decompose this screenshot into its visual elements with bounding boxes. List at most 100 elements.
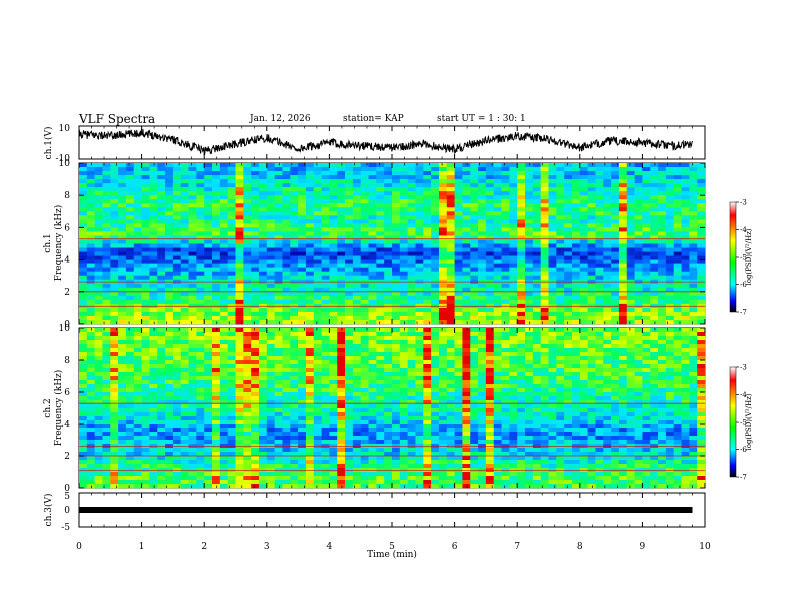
spectrogram-cell bbox=[618, 340, 628, 345]
spectrogram-cell bbox=[196, 311, 205, 317]
spectrogram-cell bbox=[94, 263, 103, 268]
spectrogram-cell bbox=[196, 356, 205, 361]
spectrogram-cell bbox=[376, 167, 385, 172]
spectrogram-cell bbox=[611, 223, 620, 228]
spectrogram-cell bbox=[149, 392, 158, 397]
spectrogram-cell bbox=[579, 187, 588, 192]
spectrogram-cell bbox=[532, 372, 541, 377]
spectrogram-cell bbox=[697, 360, 706, 365]
spectrogram-cell bbox=[376, 211, 385, 216]
spectrogram-cell bbox=[689, 348, 698, 353]
spectrogram-cell bbox=[548, 239, 557, 244]
spectrogram-cell bbox=[626, 195, 635, 200]
spectrogram-cell bbox=[118, 163, 127, 168]
spectrogram-cell bbox=[697, 283, 706, 289]
spectrogram-cell bbox=[376, 219, 385, 224]
spectrogram-cell bbox=[611, 332, 620, 337]
spectrogram-cell bbox=[196, 175, 205, 180]
spectrogram-cell bbox=[446, 271, 455, 277]
spectrogram-cell bbox=[172, 287, 182, 293]
spectrogram-cell bbox=[697, 295, 706, 301]
spectrogram-cell bbox=[407, 412, 416, 417]
spectrogram-cell bbox=[431, 328, 440, 333]
spectrogram-cell bbox=[665, 400, 675, 405]
spectrogram-cell bbox=[290, 356, 299, 361]
spectrogram-cell bbox=[243, 231, 252, 236]
spectrogram-cell bbox=[532, 396, 541, 401]
spectrogram-cell bbox=[501, 340, 510, 345]
spectrogram-cell bbox=[165, 183, 174, 188]
spectrogram-cell bbox=[298, 227, 307, 232]
spectrogram-cell bbox=[650, 396, 659, 401]
spectrogram-cell bbox=[658, 243, 667, 248]
spectrogram-cell bbox=[172, 211, 182, 216]
spectrogram-cell bbox=[368, 187, 377, 192]
spectrogram-cell bbox=[384, 219, 393, 224]
spectrogram-cell bbox=[446, 175, 455, 180]
spectrogram-cell bbox=[243, 404, 252, 409]
spectrogram-cell bbox=[290, 199, 299, 204]
spectrogram-cell bbox=[337, 380, 346, 385]
spectrogram-cell bbox=[532, 287, 541, 293]
spectrogram-cell bbox=[219, 287, 228, 293]
spectrogram-cell bbox=[141, 203, 150, 208]
spectrogram-cell bbox=[587, 259, 596, 264]
spectrogram-cell bbox=[485, 340, 495, 345]
spectrogram-cell bbox=[462, 332, 471, 337]
spectrogram-cell bbox=[282, 179, 291, 184]
spectrogram-cell bbox=[438, 360, 448, 365]
spectrogram-cell bbox=[258, 199, 268, 204]
spectrogram-cell bbox=[360, 328, 369, 333]
spectrogram-cell bbox=[165, 179, 174, 184]
spectrogram-cell bbox=[266, 408, 275, 413]
spectrogram-cell bbox=[384, 247, 393, 252]
spectrogram-cell bbox=[673, 368, 682, 373]
spectrogram-cell bbox=[329, 215, 338, 220]
spectrogram-cell bbox=[642, 235, 651, 240]
spectrogram-cell bbox=[454, 195, 463, 200]
spectrogram-cell bbox=[665, 163, 675, 168]
spectrogram-cell bbox=[274, 404, 283, 409]
spectrogram-cell bbox=[94, 364, 103, 369]
spectrogram-cell bbox=[329, 167, 338, 172]
spectrogram-cell bbox=[266, 223, 275, 228]
spectrogram-cell bbox=[470, 392, 479, 397]
spectrogram-cell bbox=[485, 396, 495, 401]
spectrogram-cell bbox=[305, 171, 315, 176]
spectrogram-cell bbox=[618, 408, 628, 413]
spectrogram-cell bbox=[274, 352, 283, 357]
spectrogram-cell bbox=[196, 408, 205, 413]
spectrogram-cell bbox=[352, 364, 362, 369]
spectrogram-cell bbox=[360, 311, 369, 317]
spectrogram-cell bbox=[681, 336, 690, 341]
spectrogram-cell bbox=[337, 231, 346, 236]
spectrogram-cell bbox=[571, 328, 581, 333]
spectrogram-cell bbox=[149, 408, 158, 413]
spectrogram-cell bbox=[517, 219, 526, 224]
spectrogram-cell bbox=[665, 376, 675, 381]
spectrogram-cell bbox=[493, 215, 502, 220]
spectrogram-cell bbox=[243, 259, 252, 264]
spectrogram-cell bbox=[392, 263, 401, 268]
spectrogram-cell bbox=[235, 315, 244, 321]
spectrogram-cell bbox=[587, 396, 596, 401]
spectrogram-cell bbox=[509, 163, 518, 168]
spectrogram-cell bbox=[681, 364, 690, 369]
spectrogram-cell bbox=[611, 171, 620, 176]
spectrogram-cell bbox=[368, 243, 377, 248]
spectrogram-cell bbox=[697, 400, 706, 405]
spectrogram-cell bbox=[251, 332, 260, 337]
spectrogram-cell bbox=[172, 416, 182, 421]
spectrogram-cell bbox=[165, 239, 174, 244]
spectrogram-cell bbox=[321, 336, 330, 341]
spectrogram-cell bbox=[360, 183, 369, 188]
spectrogram-cell bbox=[525, 267, 534, 272]
spectrogram-cell bbox=[79, 219, 88, 224]
spectrogram-cell bbox=[485, 404, 495, 409]
spectrogram-cell bbox=[219, 360, 228, 365]
spectrogram-cell bbox=[243, 291, 252, 297]
spectrogram-cell bbox=[603, 412, 612, 417]
spectrogram-cell bbox=[392, 376, 401, 381]
spectrogram-cell bbox=[603, 207, 612, 212]
spectrogram-cell bbox=[141, 211, 150, 216]
